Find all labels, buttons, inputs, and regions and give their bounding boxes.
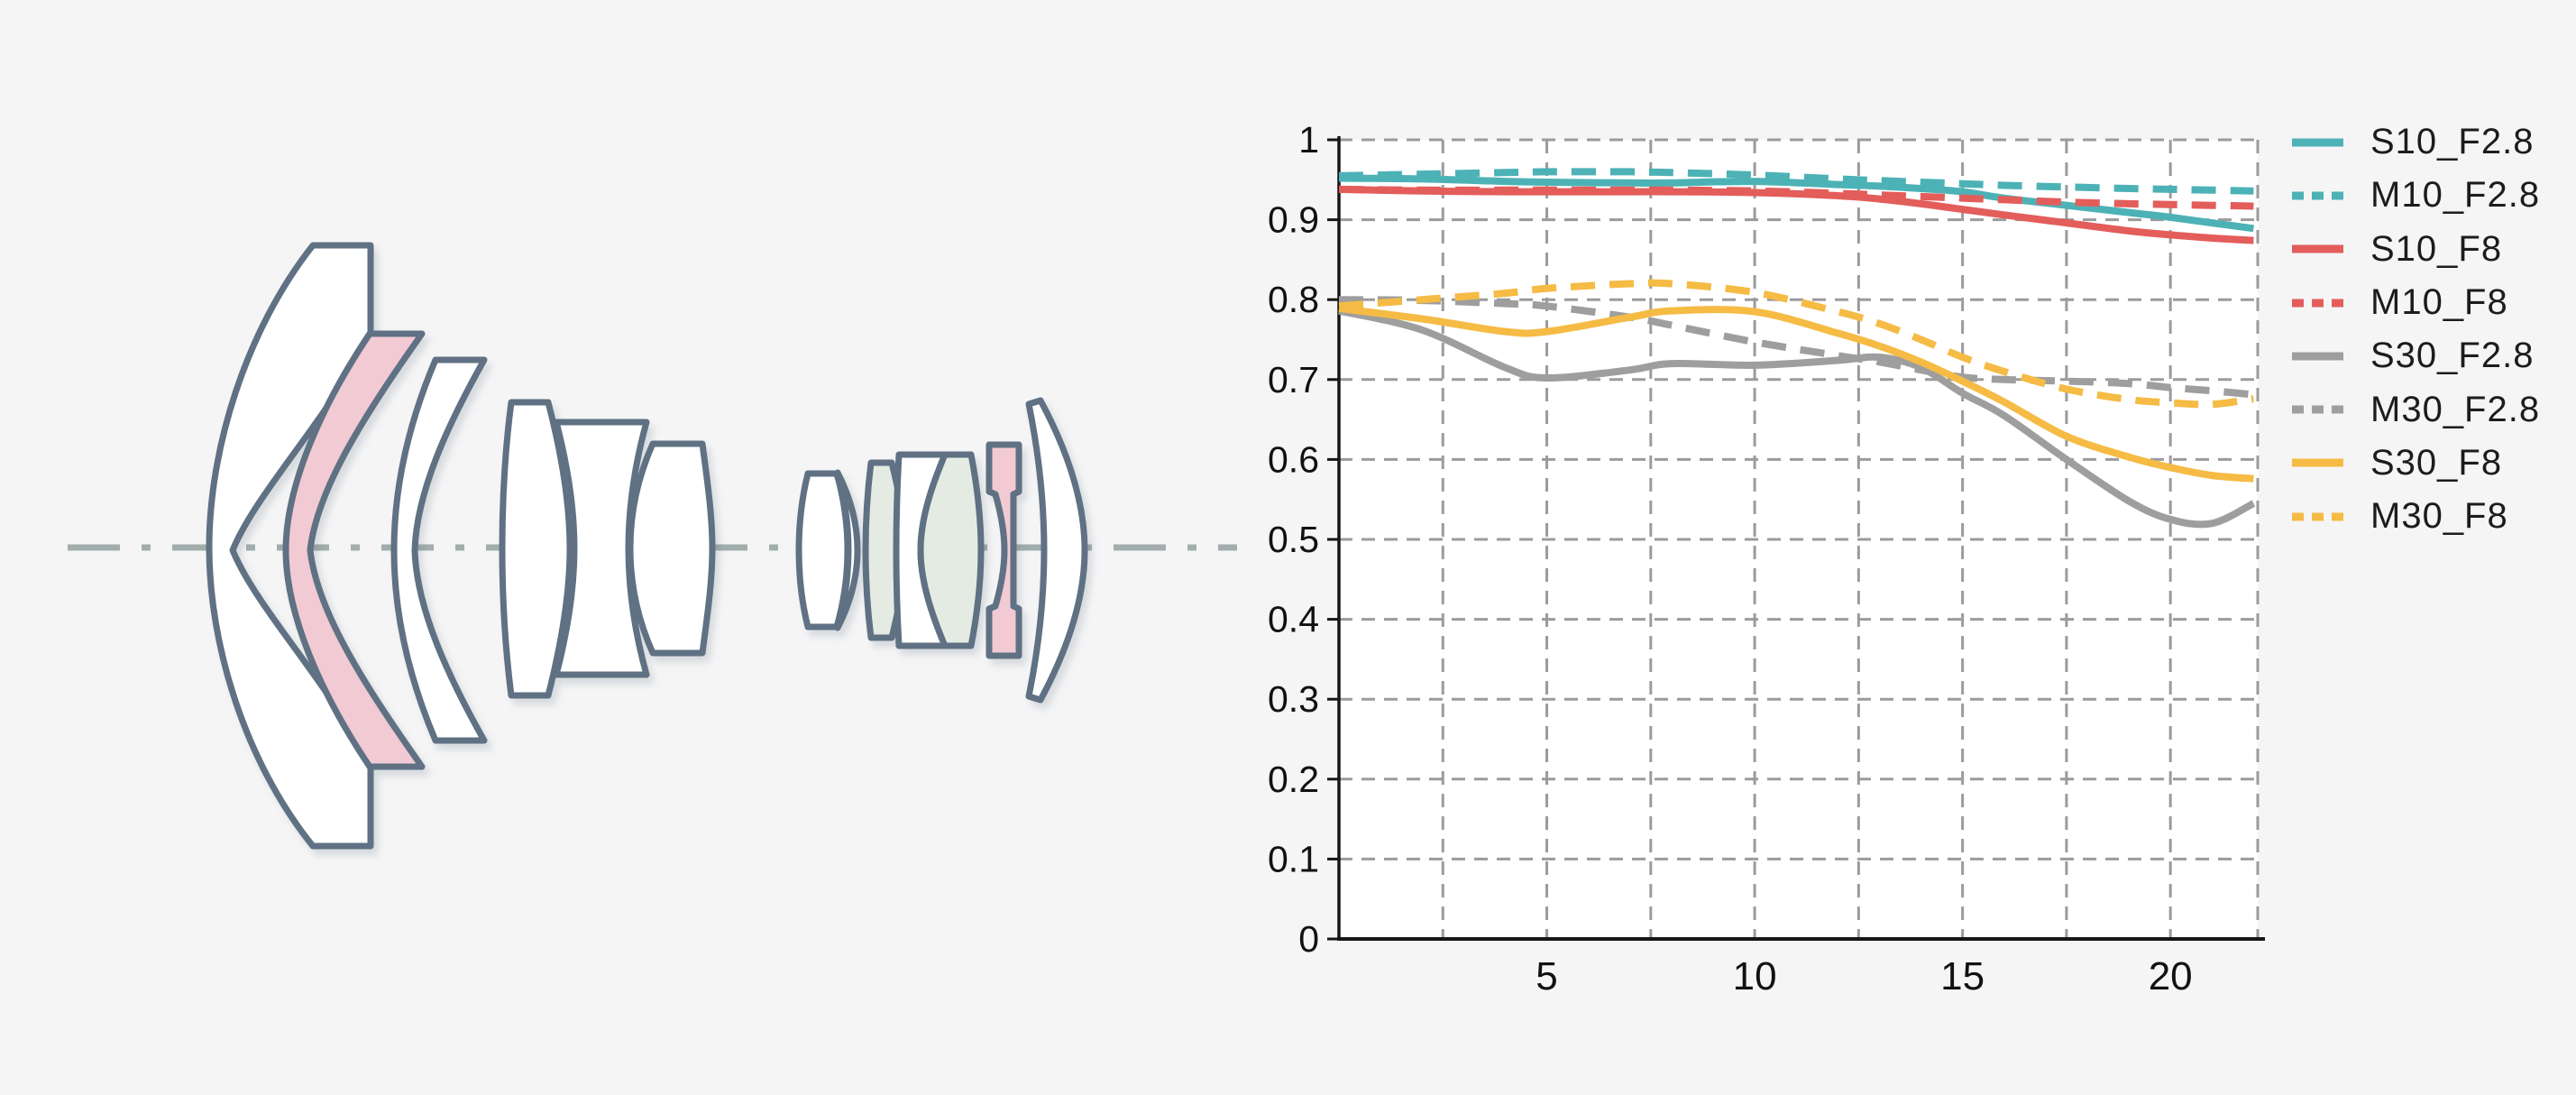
y-tick-label: 1 [1298,119,1319,161]
y-tick-label: 0 [1298,918,1319,960]
legend-row-M30_F8: M30_F8 [2290,490,2540,543]
x-tick-label: 20 [2149,954,2193,998]
legend-row-S10_F2.8: S10_F2.8 [2290,115,2540,169]
legend-swatch-dashed-line-icon [2292,405,2343,414]
legend-row-M10_F8: M10_F8 [2290,276,2540,329]
series-curve-M10_F8 [1338,185,2254,210]
lens-element-5 [553,419,650,678]
legend-label: S30_F8 [2370,442,2503,483]
series-curve-S10_F2.8 [1338,174,2254,233]
y-tick-label: 0.7 [1268,359,1319,400]
legend-swatch-dashed-line-icon [2292,299,2343,308]
legend-swatch-dashed-line-icon [2292,512,2343,521]
lens-element-12 [1025,397,1088,704]
lens-element-6 [627,440,716,657]
legend-row-M30_F2.8: M30_F2.8 [2290,382,2540,436]
legend-swatch-solid-line-icon [2292,138,2343,147]
mtf-chart-panel: 0 0.1 0.2 0.3 0.4 0.5 0.6 0.7 0.8 0.9 1 5 10 15 20 S10… [1262,0,2576,1090]
legend-swatch-solid-line-icon [2292,244,2343,253]
lens-element-7b [834,469,861,631]
legend-swatch-solid-line-icon [2292,458,2343,467]
legend-row-S30_F8: S30_F8 [2290,437,2540,490]
legend-swatch-dashed-line-icon [2292,191,2343,200]
y-tick-label: 0.1 [1268,838,1319,879]
x-tick-label: 10 [1733,954,1777,998]
series-curve-S30_F8 [1338,304,2254,483]
lens-elements-group [206,242,1088,850]
lens-element-4 [499,399,573,699]
legend-row-M10_F2.8: M10_F2.8 [2290,169,2540,222]
x-tick-label: 5 [1536,954,1557,998]
legend-label: M30_F8 [2370,496,2508,537]
lens-element-10 [917,451,985,649]
mtf-chart: 00.10.20.30.40.50.60.70.80.915 10 15 20 [1268,119,2265,998]
y-tick-label: 0.5 [1268,519,1319,560]
lens-diagram-panel [0,0,1289,1090]
lens-element-3 [390,356,488,744]
series-curve-S30_F2.8 [1338,307,2256,529]
legend-label: M30_F2.8 [2370,389,2541,429]
lens-cross-section-figure [68,242,1237,850]
y-tick-label: 0.2 [1268,759,1319,800]
y-tick-label: 0.4 [1268,599,1319,640]
legend-label: M10_F8 [2370,282,2508,323]
lens-element-11 [985,441,1022,659]
legend-label: S10_F8 [2370,228,2503,269]
legend-row-S30_F2.8: S30_F2.8 [2290,329,2540,382]
y-tick-label: 0.6 [1268,438,1319,480]
lens-element-2 [282,330,426,770]
legend-label: M10_F2.8 [2370,175,2541,216]
legend-label: S30_F2.8 [2370,336,2535,376]
y-tick-label: 0.3 [1268,678,1319,720]
x-tick-label: 15 [1940,954,1985,998]
series-curve-M30_F2.8 [1338,296,2254,399]
y-tick-label: 0.8 [1268,279,1319,320]
legend-row-S10_F8: S10_F8 [2290,223,2540,276]
chart-legend: S10_F2.8 M10_F2.8 S10_F8 M10_F8 S30_F2.8 M30_… [2290,115,2540,543]
y-tick-label: 0.9 [1268,199,1319,241]
series-curve-M10_F2.8 [1338,168,2254,195]
legend-label: S10_F2.8 [2370,122,2535,162]
legend-swatch-solid-line-icon [2292,352,2343,361]
